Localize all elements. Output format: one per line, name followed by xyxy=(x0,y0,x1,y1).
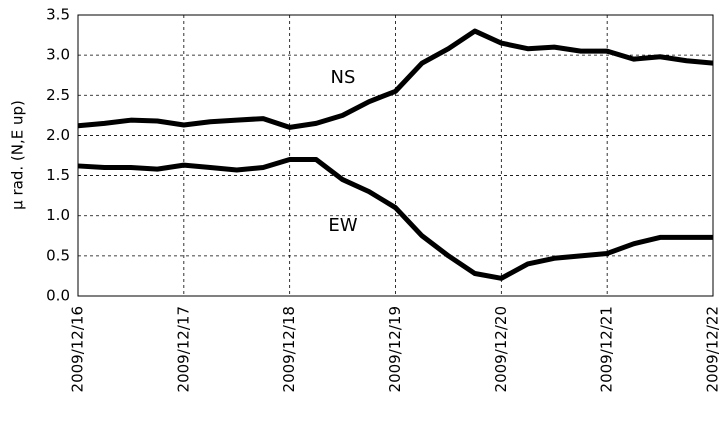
line-series xyxy=(77,157,713,281)
y-tick-label: 1.0 xyxy=(46,206,70,224)
x-tick-label: 2009/12/22 xyxy=(704,306,721,392)
y-tick-label: 1.5 xyxy=(46,166,70,184)
y-tick-label: 3.5 xyxy=(46,6,70,24)
y-tick-label: 3.0 xyxy=(46,46,70,64)
x-tick-label: 2009/12/17 xyxy=(174,306,192,392)
x-tick-label: 2009/12/19 xyxy=(386,306,404,392)
series-label: EW xyxy=(328,215,357,236)
y-tick-label: 2.5 xyxy=(46,86,70,104)
y-tick-label: 2.0 xyxy=(46,126,70,144)
x-tick-label: 2009/12/18 xyxy=(280,306,298,392)
y-tick-label: 0.5 xyxy=(46,246,70,264)
y-axis-label: μ rad. (N,E up) xyxy=(9,100,27,210)
y-tick-label: 0.0 xyxy=(46,287,70,305)
plot-frame xyxy=(77,14,714,297)
x-tick-label: 2009/12/16 xyxy=(69,306,87,392)
series-label: NS xyxy=(331,67,356,88)
line-series xyxy=(77,28,714,130)
x-tick-label: 2009/12/20 xyxy=(492,306,510,392)
x-tick-label: 2009/12/21 xyxy=(598,306,616,392)
